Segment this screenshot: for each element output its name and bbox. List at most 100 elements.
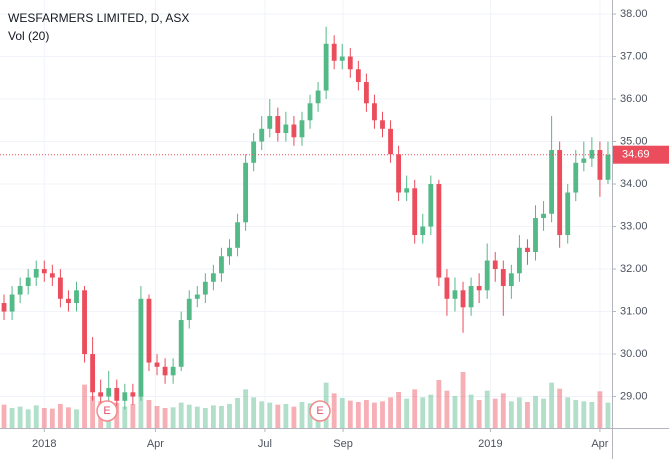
candle-body	[259, 128, 265, 142]
volume-bar	[202, 408, 208, 428]
volume-bar	[573, 400, 579, 428]
chart-title: WESFARMERS LIMITED, D, ASX	[8, 11, 189, 25]
volume-bar	[259, 401, 265, 428]
candle-body	[283, 124, 289, 134]
volume-bar	[170, 407, 176, 428]
volume-bar	[589, 402, 595, 428]
candle-body	[194, 294, 200, 299]
candle-body	[170, 366, 176, 376]
y-tick-label: 31.00	[620, 305, 648, 317]
candle-body	[227, 247, 232, 257]
candle-body	[251, 141, 257, 163]
candle-body	[412, 188, 418, 236]
candle-body	[98, 392, 104, 397]
volume-bar	[275, 404, 281, 428]
candle-body	[492, 260, 498, 270]
x-tick-label: Apr	[591, 438, 608, 450]
volume-bar	[178, 402, 184, 428]
volume-bar	[82, 384, 87, 428]
volume-bar	[17, 406, 23, 428]
volume-bar	[138, 391, 144, 428]
candle-body	[90, 354, 96, 393]
candle-body	[541, 213, 546, 219]
candle-body	[549, 150, 555, 214]
earnings-marker	[309, 400, 331, 422]
y-tick-label: 37.00	[620, 50, 648, 62]
volume-bar	[549, 382, 555, 428]
volume-bar	[508, 401, 514, 428]
volume-bar	[219, 406, 224, 428]
y-tick-label: 36.00	[620, 93, 648, 105]
volume-bar	[299, 402, 305, 428]
candle-body	[581, 158, 587, 163]
volume-bar	[436, 380, 442, 428]
volume-bar	[1, 404, 7, 428]
candle-body	[323, 43, 329, 91]
volume-bar	[396, 392, 402, 428]
volume-bar	[9, 408, 15, 428]
candle-body	[500, 269, 506, 287]
candle-body	[363, 82, 369, 104]
candle-body	[1, 303, 7, 312]
volume-bar	[581, 401, 587, 428]
candle-body	[154, 362, 160, 367]
volume-bar	[404, 398, 410, 428]
candle-body	[178, 320, 184, 367]
volume-bar	[516, 397, 522, 428]
candle-body	[525, 247, 530, 253]
candle-body	[388, 128, 393, 155]
volume-bar	[380, 401, 385, 428]
candle-body	[49, 273, 55, 278]
candle-body	[347, 56, 353, 70]
candle-body	[597, 150, 603, 180]
volume-bar	[331, 393, 337, 428]
volume-label: Vol (20)	[8, 29, 49, 43]
volume-bar	[66, 407, 71, 428]
candle-body	[315, 90, 321, 104]
volume-bar	[162, 408, 168, 428]
volume-bar	[25, 409, 31, 428]
candle-body	[202, 281, 208, 295]
candle-body	[146, 298, 152, 363]
volume-bar	[460, 372, 466, 428]
candle-body	[508, 273, 514, 287]
volume-bar	[33, 405, 39, 428]
volume-bar	[243, 389, 249, 428]
candle-body	[420, 226, 426, 236]
candle-body	[106, 388, 112, 397]
candle-body	[66, 298, 71, 304]
volume-bar	[251, 397, 257, 428]
y-tick-label: 32.00	[620, 263, 648, 275]
candle-body	[605, 154, 611, 180]
volume-bar	[347, 400, 353, 428]
x-tick-label: Sep	[333, 438, 353, 450]
volume-bar	[74, 409, 79, 428]
volume-bar	[363, 400, 369, 428]
candle-body	[355, 69, 361, 83]
volume-bar	[291, 406, 297, 428]
volume-bar	[557, 388, 563, 428]
volume-bar	[41, 408, 47, 428]
candle-body	[299, 120, 305, 138]
candle-body	[533, 218, 538, 253]
candle-body	[339, 56, 345, 61]
candle-body	[291, 124, 297, 138]
volume-bar	[476, 400, 482, 428]
candle-body	[404, 188, 410, 193]
volume-bar	[57, 404, 63, 428]
candle-body	[468, 286, 474, 308]
volume-bar	[597, 391, 603, 428]
volume-bar	[468, 394, 474, 428]
volume-bar	[235, 398, 240, 428]
volume-bar	[49, 408, 55, 428]
candle-body	[516, 247, 522, 274]
candle-body	[9, 294, 15, 312]
candle-body	[130, 392, 136, 397]
volume-bar	[90, 396, 96, 428]
candle-body	[573, 162, 579, 193]
y-tick-label: 29.00	[620, 390, 648, 402]
volume-bar	[428, 394, 434, 428]
candle-body	[219, 256, 224, 274]
candle-body	[460, 290, 466, 308]
